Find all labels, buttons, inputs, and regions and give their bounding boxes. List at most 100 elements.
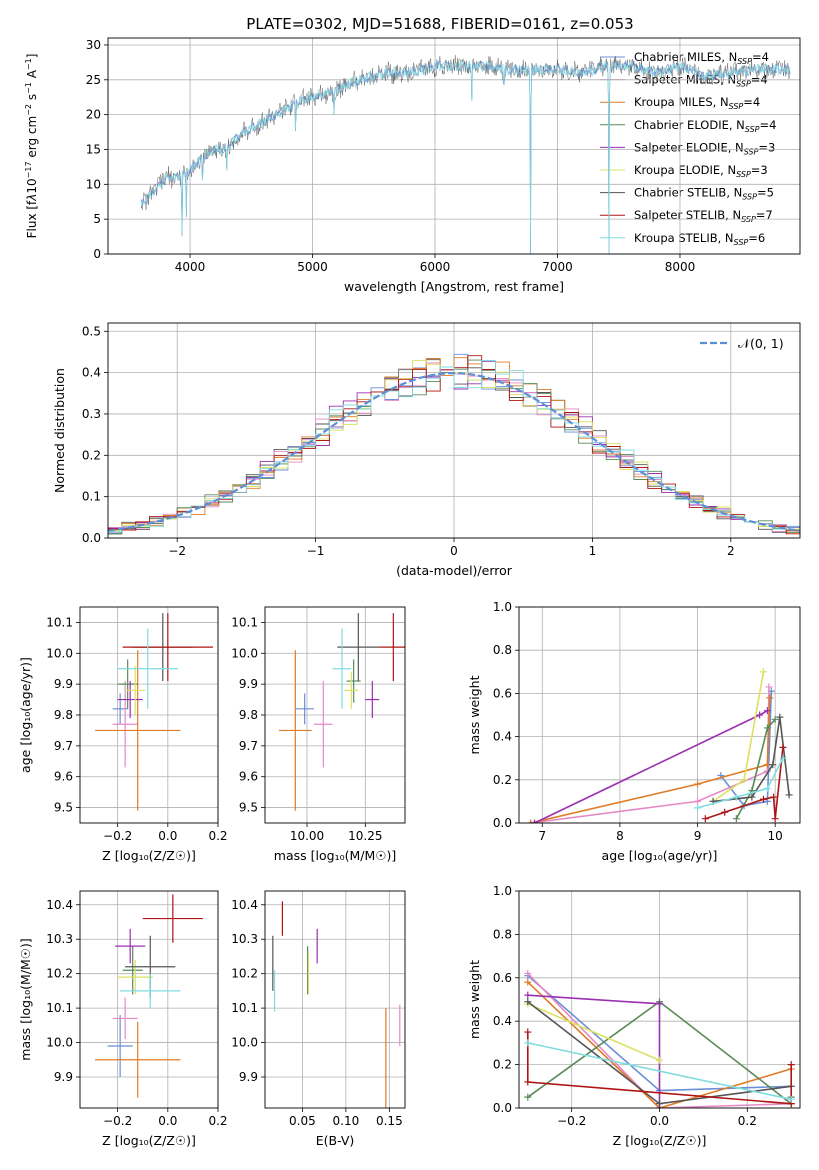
x-axis-label: wavelength [Angstrom, rest frame] (344, 279, 564, 294)
y-axis-label: mass [log₁₀(M/M☉)] (18, 938, 33, 1060)
legend-entry: Chabrier ELODIE, NSSP=4 (634, 118, 776, 134)
axes-frame (264, 890, 406, 1109)
weight-marker (524, 991, 532, 999)
weight-marker (787, 1095, 795, 1103)
plot-area (272, 901, 401, 1108)
weight-line (527, 972, 792, 1108)
gaussian-curve (108, 371, 800, 532)
weight-line (705, 747, 784, 820)
weight-marker (766, 694, 774, 702)
y-tick-label: 9.5 (239, 801, 258, 815)
x-tick-label: −0.2 (103, 1114, 132, 1128)
y-tick-label: 9.7 (54, 739, 73, 753)
legend-entry: Kroupa ELODIE, NSSP=3 (634, 163, 768, 179)
weight-marker (694, 797, 702, 805)
y-tick-label: 0.4 (82, 366, 101, 380)
residuals-panel: −2 −1 0 1 2 0.0 0.1 0.2 0.3 0.4 0.5 (data-model)/er… (52, 322, 801, 578)
axes-frame (518, 606, 801, 824)
y-tick-label: 10.1 (231, 1001, 258, 1015)
mass-ebv-panel: 0.05 0.10 0.15 9.9 10.0 10.1 10.2 10.3 10.4 E(B-V… (231, 890, 406, 1148)
y-tick-label: 10.0 (46, 646, 73, 660)
y-tick-label: 10.2 (231, 967, 258, 981)
y-tick-label: 15 (86, 142, 101, 156)
weight-marker (785, 791, 793, 799)
y-tick-label: 10.3 (231, 932, 258, 946)
weight-marker (524, 978, 532, 986)
weight-marker (763, 724, 771, 732)
x-tick-label: 0 (450, 544, 458, 558)
mass-z-panel: −0.2 0.0 0.2 9.9 10.0 10.1 10.2 10.3 10.4 Z [log₁… (18, 890, 228, 1148)
weight-marker (760, 668, 768, 676)
weight-line (534, 709, 768, 823)
y-axis-label: Normed distribution (52, 368, 67, 493)
x-tick-label: 6000 (420, 260, 451, 274)
weight-line (530, 686, 770, 823)
legend-entry: Salpeter STELIB, NSSP=7 (634, 208, 773, 224)
x-tick-label: 0.15 (376, 1114, 403, 1128)
age-mass-panel: 10.00 10.25 9.5 9.6 9.7 9.8 9.9 10.0 10.1 mass [l… (231, 606, 406, 863)
spectrum-line (140, 59, 791, 254)
y-axis-label: age [log₁₀(age/yr)] (18, 657, 33, 773)
x-axis-label: mass [log₁₀(M/M☉)] (274, 848, 396, 863)
weight-marker (524, 969, 532, 977)
y-tick-label: 10.2 (46, 967, 73, 981)
weight-marker (771, 815, 779, 823)
weight-marker (748, 793, 756, 801)
y-tick-label: 0.8 (493, 643, 512, 657)
x-tick-label: 10.00 (290, 829, 324, 843)
x-tick-label: 0.2 (208, 1114, 227, 1128)
y-tick-label: 25 (86, 73, 101, 87)
weight-marker (694, 780, 702, 788)
y-tick-label: 0.2 (82, 448, 101, 462)
weight-marker (656, 1100, 663, 1108)
plot-area (95, 894, 203, 1098)
spectrum-line (140, 59, 791, 254)
y-tick-label: 0.5 (82, 324, 101, 338)
x-axis-label: Z [log₁₀(Z/Z☉)] (102, 1133, 196, 1148)
weight-marker (740, 776, 748, 784)
y-tick-label: 1.0 (493, 884, 512, 898)
axes-frame (79, 890, 219, 1109)
plot-area (108, 353, 800, 535)
y-tick-label: 10.3 (46, 932, 73, 946)
weight-line (527, 1003, 660, 1062)
weight-marker (524, 1078, 532, 1086)
y-tick-label: 10.4 (46, 898, 73, 912)
histogram-step (108, 360, 800, 532)
weight-marker (732, 793, 740, 801)
weight-marker (787, 1061, 795, 1069)
x-tick-label: 10.25 (348, 829, 382, 843)
weight-line (527, 1042, 792, 1101)
weight-marker (763, 784, 771, 792)
y-tick-label: 10.4 (231, 898, 258, 912)
y-tick-label: 9.5 (54, 801, 73, 815)
x-tick-label: 0.10 (333, 1114, 360, 1128)
x-tick-label: 2 (727, 544, 735, 558)
weight-marker (779, 754, 787, 762)
y-axis-label: mass weight (467, 960, 482, 1039)
x-axis-label: (data-model)/error (396, 563, 513, 578)
x-tick-label: 8000 (665, 260, 696, 274)
y-tick-label: 0.3 (82, 407, 101, 421)
y-tick-label: 0.8 (493, 927, 512, 941)
legend-entry: Chabrier MILES, NSSP=4 (634, 50, 769, 66)
y-tick-label: 0.4 (493, 730, 512, 744)
weight-marker (524, 1093, 532, 1101)
x-tick-label: 7000 (542, 260, 573, 274)
y-tick-label: 9.9 (239, 1070, 258, 1084)
axes-frame (107, 37, 801, 255)
plot-area (95, 613, 213, 811)
weight-line (720, 691, 773, 807)
age-z-panel: −0.2 0.0 0.2 9.5 9.6 9.7 9.8 9.9 10.0 10.1 Z [log₁… (18, 606, 228, 863)
x-tick-label: 8 (616, 829, 624, 843)
legend-entry: Salpeter ELODIE, NSSP=3 (634, 140, 775, 156)
x-tick-label: 4000 (175, 260, 206, 274)
figure-title: PLATE=0302, MJD=51688, FIBERID=0161, z=0… (246, 15, 633, 33)
legend-entry: 𝒩(0, 1) (738, 336, 784, 351)
y-tick-label: 10.0 (231, 646, 258, 660)
weight-z-panel: −0.2 0.0 0.2 0.0 0.2 0.4 0.6 0.8 1.0 Z [log₁₀(Z/Z… (467, 884, 801, 1148)
x-tick-label: −0.2 (557, 1114, 586, 1128)
x-axis-label: E(B-V) (316, 1133, 355, 1148)
weight-marker (760, 795, 768, 803)
